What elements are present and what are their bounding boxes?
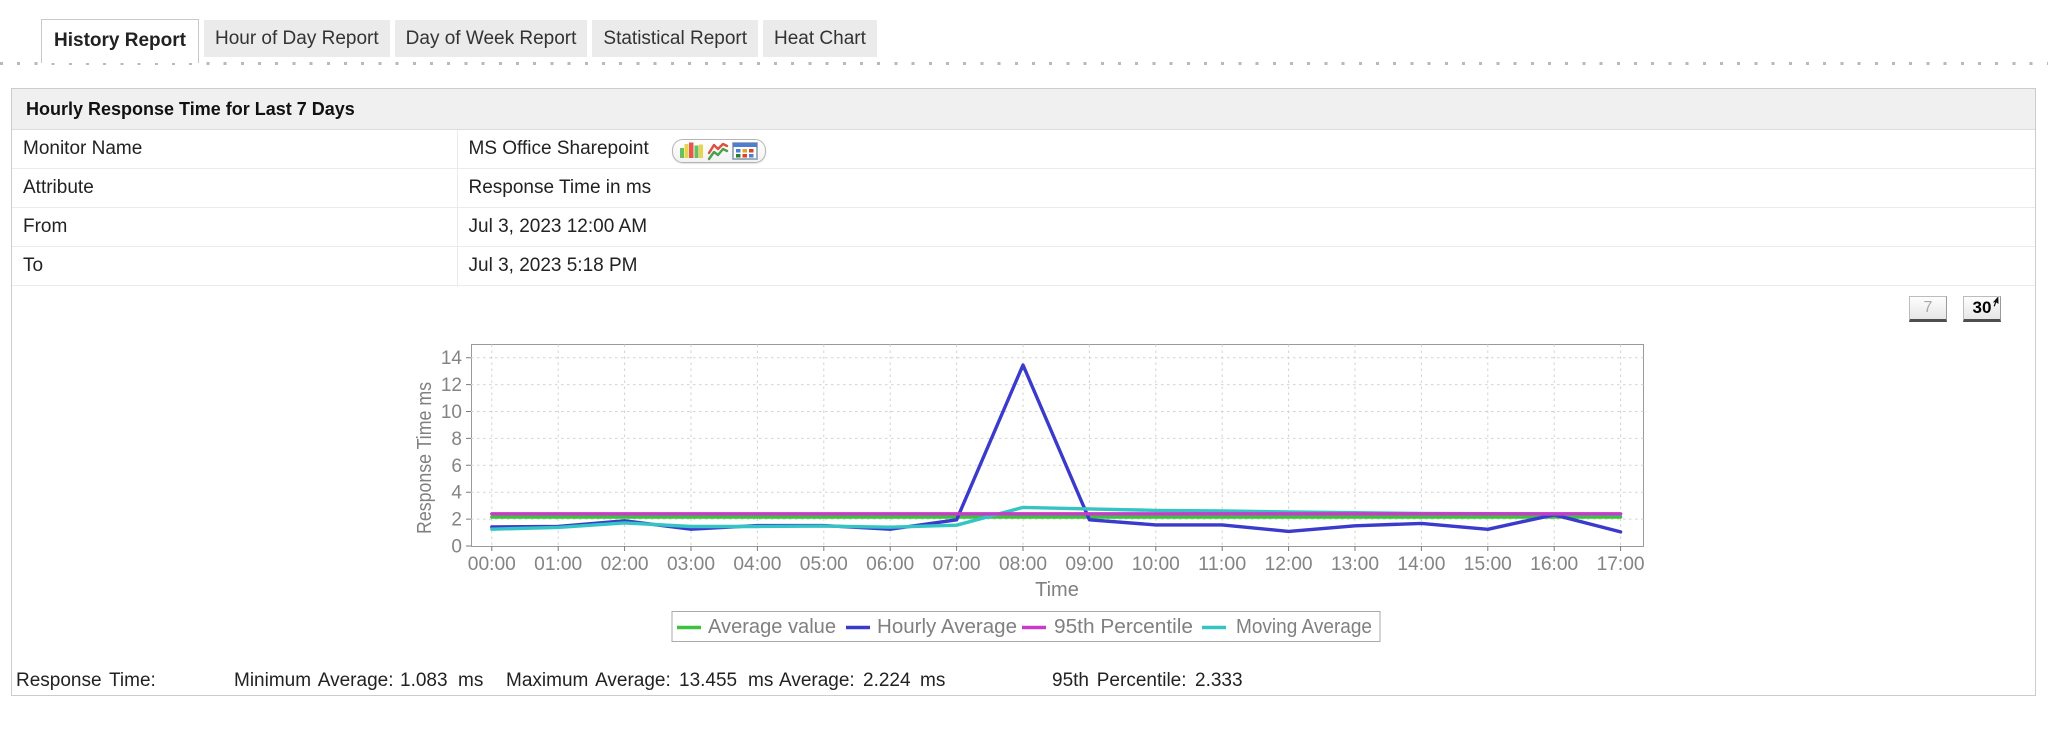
svg-text:4: 4 <box>451 483 462 504</box>
svg-text:0: 0 <box>451 537 462 558</box>
svg-text:03:00: 03:00 <box>667 554 715 575</box>
svg-text:2: 2 <box>451 510 462 531</box>
svg-text:01:00: 01:00 <box>534 554 582 575</box>
svg-text:10: 10 <box>441 402 462 423</box>
svg-text:Hourly Average: Hourly Average <box>877 616 1017 638</box>
svg-text:12: 12 <box>441 375 462 396</box>
svg-text:Moving Average: Moving Average <box>1236 616 1372 638</box>
svg-text:07:00: 07:00 <box>933 554 981 575</box>
svg-text:15:00: 15:00 <box>1464 554 1512 575</box>
svg-text:09:00: 09:00 <box>1065 554 1113 575</box>
svg-text:13:00: 13:00 <box>1331 554 1379 575</box>
svg-text:Average value: Average value <box>708 616 836 638</box>
svg-text:02:00: 02:00 <box>601 554 649 575</box>
svg-text:11:00: 11:00 <box>1198 554 1246 575</box>
svg-text:8: 8 <box>451 429 462 450</box>
svg-text:Time: Time <box>1035 579 1079 601</box>
svg-text:06:00: 06:00 <box>866 554 914 575</box>
svg-text:04:00: 04:00 <box>733 554 781 575</box>
svg-text:16:00: 16:00 <box>1530 554 1578 575</box>
svg-text:95th Percentile: 95th Percentile <box>1054 616 1193 638</box>
svg-text:12:00: 12:00 <box>1265 554 1313 575</box>
svg-text:17:00: 17:00 <box>1597 554 1645 575</box>
svg-text:14: 14 <box>441 348 463 369</box>
svg-text:6: 6 <box>451 456 462 477</box>
svg-text:00:00: 00:00 <box>468 554 516 575</box>
svg-text:Response Time ms: Response Time ms <box>414 382 436 534</box>
svg-text:14:00: 14:00 <box>1397 554 1445 575</box>
svg-text:10:00: 10:00 <box>1132 554 1180 575</box>
svg-text:05:00: 05:00 <box>800 554 848 575</box>
svg-text:08:00: 08:00 <box>999 554 1047 575</box>
